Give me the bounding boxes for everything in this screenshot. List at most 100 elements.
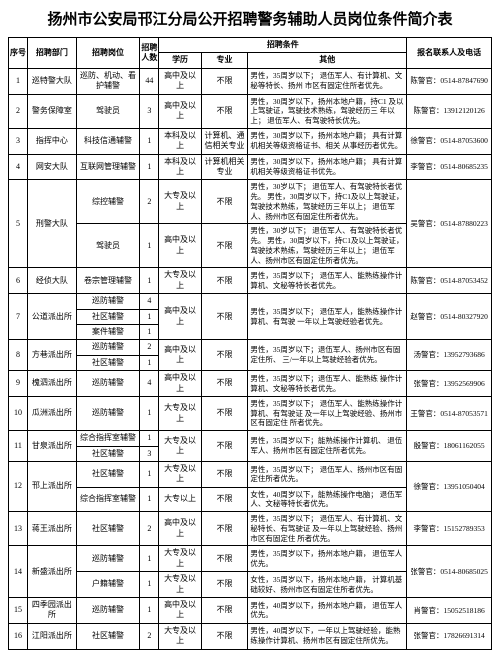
table-cell: 李警官：0514-80685235 [407, 154, 492, 180]
table-cell: 男性，35周岁以下；能熟练操作计算机、 退伍军人、扬州市区有固定住所者优先。 [248, 431, 407, 462]
table-cell: 1 [9, 68, 28, 94]
table-cell: 吴警官：0514-87880223 [407, 180, 492, 268]
table-cell: 四季园派出所 [28, 598, 77, 624]
table-cell: 汤警官：13952793686 [407, 340, 492, 371]
table-cell: 案件辅警 [76, 324, 140, 339]
table-cell: 社区辅警 [76, 309, 140, 324]
table-cell: 4 [140, 294, 159, 309]
table-row: 8方巷派出所巡防辅警2高中及以上不限男性，35周岁以下；退伍军人、扬州市区有固定… [9, 340, 492, 355]
table-cell: 陈警官：0514-87053452 [407, 268, 492, 294]
table-row: 12邗上派出所社区辅警1大专及以上不限男性，35周岁以下； 退伍军人、扬州市区有… [9, 461, 492, 487]
table-cell: 男性，35周岁以下； 退伍军人、能熟练操作计算机、文秘等特长者优先。 [248, 268, 407, 294]
th-num: 招聘人数 [140, 38, 159, 69]
table-cell: 1 [140, 431, 159, 446]
table-cell: 甘泉派出所 [28, 431, 77, 462]
table-cell: 不限 [201, 371, 248, 397]
table-cell: 5 [9, 180, 28, 268]
table-cell: 不限 [201, 546, 248, 572]
table-cell: 陈警官：0514-87847690 [407, 68, 492, 94]
table-cell: 男性，30岁以下； 退伍军人、有驾驶特长者优先。 男性，30周岁以下，持C1及以… [248, 180, 407, 224]
table-cell: 3 [9, 128, 28, 154]
table-cell: 大专及以上 [159, 180, 201, 224]
th-edu: 学历 [159, 53, 201, 68]
table-cell: 刑警大队 [28, 180, 77, 268]
table-row: 3指挥中心科技信通辅警1本科及以上计算机、通信相关专业男性，30周岁以下，扬州本… [9, 128, 492, 154]
table-cell: 巡防辅警 [76, 340, 140, 355]
table-cell: 巡防辅警 [76, 598, 140, 624]
table-cell: 公道派出所 [28, 294, 77, 340]
table-cell: 大专及以上 [159, 396, 201, 430]
table-cell: 蒋王派出所 [28, 512, 77, 546]
table-cell: 男性，35周岁以下； 退伍军人、能熟练操作计算机、有驾驶证 及一年以上驾驶经验、… [248, 396, 407, 430]
table-cell: 男性，30周岁以下，扬州本地户籍； 具有计算机相关等级资格证书、相关 从事经历者… [248, 128, 407, 154]
table-cell: 指挥中心 [28, 128, 77, 154]
table-cell: 综合指挥室辅警 [76, 431, 140, 446]
table-cell: 高中及以上 [159, 371, 201, 397]
table-cell: 2 [140, 340, 159, 355]
table-row: 4网安大队互联网管理辅警1本科及以上计算机相关专业男性，30周岁以下，扬州本地户… [9, 154, 492, 180]
table-cell: 男性，30周岁以下，扬州本地户籍； 具有计算机相关等级资格证书优先。 [248, 154, 407, 180]
header-row-1: 序号 招聘部门 招聘岗位 招聘人数 招聘条件 报名联系人及电话 [9, 38, 492, 53]
table-cell: 巡防辅警 [76, 371, 140, 397]
table-cell: 张警官：17826691314 [407, 623, 492, 649]
th-dept: 招聘部门 [28, 38, 77, 69]
table-cell: 不限 [201, 294, 248, 340]
table-cell: 江阳派出所 [28, 623, 77, 649]
table-cell: 驾驶员 [76, 224, 140, 268]
table-cell: 不限 [201, 623, 248, 649]
table-cell: 1 [140, 396, 159, 430]
table-cell: 1 [140, 154, 159, 180]
table-cell: 16 [9, 623, 28, 649]
table-cell: 卷宗管理辅警 [76, 268, 140, 294]
table-cell: 徐警官：0514-87053600 [407, 128, 492, 154]
table-row: 7公道派出所巡防辅警4高中及以上不限男性，35周岁以下； 退伍军人，能熟练操作计… [9, 294, 492, 309]
table-row: 11甘泉派出所综合指挥室辅警1大专及以上不限男性，35周岁以下；能熟练操作计算机… [9, 431, 492, 446]
th-cond: 招聘条件 [159, 38, 407, 53]
table-cell: 槐泗派出所 [28, 371, 77, 397]
table-cell: 9 [9, 371, 28, 397]
table-cell: 15 [9, 598, 28, 624]
table-cell: 高中及以上 [159, 512, 201, 546]
table-cell: 7 [9, 294, 28, 340]
table-cell: 男性，35周岁以下； 退伍军人、扬州市区有固定住所者优先。 [248, 461, 407, 487]
table-cell: 社区辅警 [76, 446, 140, 461]
table-cell: 大专及以上 [159, 268, 201, 294]
table-cell: 男性，35周岁以下； 退伍军人、有计算机、文秘特长、有驾驶证 及一年以上驾驶经验… [248, 512, 407, 546]
table-cell: 3 [140, 446, 159, 461]
table-cell: 女性，40周岁以下，能熟练操作电脑； 退伍军人、文秘等特长者优先。 [248, 487, 407, 512]
table-cell: 2 [9, 94, 28, 128]
table-cell: 本科及以上 [159, 128, 201, 154]
table-cell: 计算机、通信相关专业 [201, 128, 248, 154]
table-row: 9槐泗派出所巡防辅警4高中及以上不限男性，35周岁以下；退伍军人、能熟练 操作计… [9, 371, 492, 397]
table-cell: 大专及以上 [159, 623, 201, 649]
table-cell: 社区辅警 [76, 623, 140, 649]
table-cell: 大专以上 [159, 487, 201, 512]
table-cell: 2 [140, 180, 159, 224]
table-cell: 网安大队 [28, 154, 77, 180]
table-cell: 巡防辅警 [76, 294, 140, 309]
table-cell: 计算机相关专业 [201, 154, 248, 180]
table-cell: 4 [140, 371, 159, 397]
table-cell: 徐警官：13951050404 [407, 461, 492, 511]
table-cell: 大专及以上 [159, 461, 201, 487]
recruitment-table: 序号 招聘部门 招聘岗位 招聘人数 招聘条件 报名联系人及电话 学历 专业 其他… [8, 37, 492, 650]
table-cell: 不限 [201, 180, 248, 224]
table-cell: 男性，35周岁以下，扬州本地户籍， 退伍军人优先。 [248, 546, 407, 572]
table-cell: 男性，35周岁以下； 退伍军人，能熟练操作计算机、有驾驶 一年以上驾驶经验者优先… [248, 294, 407, 340]
table-cell: 男性，30周岁以下，扬州本地户籍，持C1 及以上驾驶证，驾驶技术熟练，驾驶经历三… [248, 94, 407, 128]
table-cell: 14 [9, 546, 28, 598]
table-cell: 社区辅警 [76, 355, 140, 370]
table-cell: 综合指挥室辅警 [76, 487, 140, 512]
table-cell: 1 [140, 461, 159, 487]
table-row: 1巡特警大队巡防、机动、看护辅警44高中及以上不限男性，35周岁以下； 退伍军人… [9, 68, 492, 94]
table-cell: 4 [9, 154, 28, 180]
table-cell: 不限 [201, 68, 248, 94]
page-title: 扬州市公安局邗江分局公开招聘警务辅助人员岗位条件简介表 [8, 8, 492, 29]
table-cell: 大专及以上 [159, 546, 201, 572]
table-cell: 男性，40周岁以下，扬州本地户籍， 退伍军人优先。 [248, 598, 407, 624]
table-cell: 高中及以上 [159, 94, 201, 128]
table-cell: 不限 [201, 396, 248, 430]
table-cell: 男性，35周岁以下；退伍军人、扬州市区有固定住所、 三/一年以上驾驶经验者优先。 [248, 340, 407, 371]
table-cell: 巡防辅警 [76, 546, 140, 572]
table-cell: 1 [140, 546, 159, 572]
